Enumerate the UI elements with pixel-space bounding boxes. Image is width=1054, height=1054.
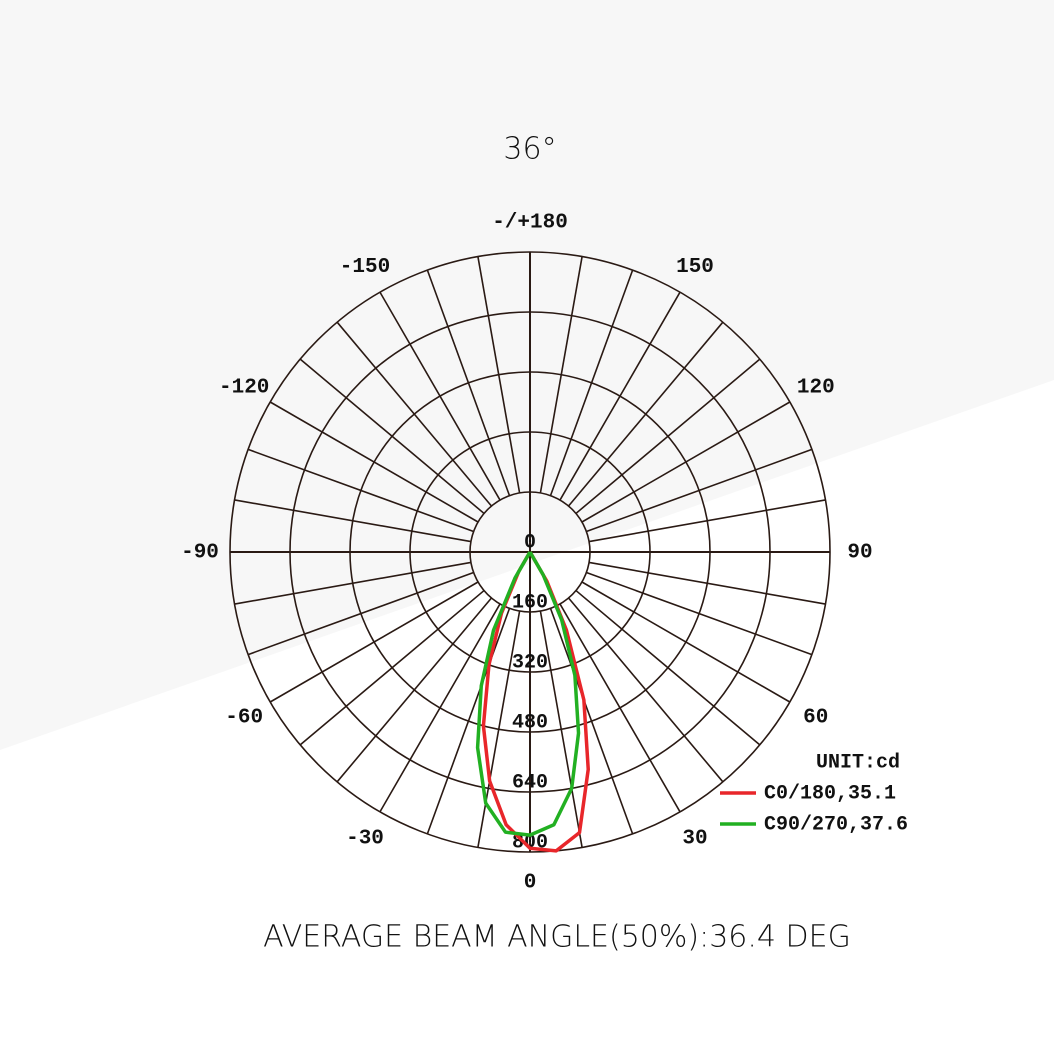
legend-label: C90/270,37.6 <box>764 813 908 836</box>
angle-tick-label: 30 <box>682 827 707 850</box>
angle-tick-label: -90 <box>181 542 219 565</box>
grid-ring <box>229 251 831 853</box>
grid-ring <box>289 311 771 793</box>
r-tick-label: 640 <box>512 771 548 794</box>
chart-title: 36° <box>503 132 556 167</box>
unit-label: UNIT:cd <box>816 751 900 774</box>
footer: AVERAGE BEAM ANGLE(50%):36.4 DEG <box>263 920 851 955</box>
legend-label: C0/180,35.1 <box>764 782 896 805</box>
grid-ring <box>349 371 711 733</box>
grid-ring <box>469 491 591 613</box>
r-tick-label: 160 <box>512 591 548 614</box>
background-panel <box>0 380 1054 1054</box>
angle-tick-label: 60 <box>803 707 828 730</box>
series-line <box>481 551 590 853</box>
r-tick-label: 480 <box>512 711 548 734</box>
angle-tick-label: -120 <box>219 377 269 400</box>
angle-tick-label: 0 <box>524 872 537 895</box>
angle-tick-label: 150 <box>676 256 714 279</box>
angle-tick-label: -30 <box>346 827 384 850</box>
grid-ring <box>409 431 651 673</box>
r-tick-label: 320 <box>512 651 548 674</box>
angle-tick-label: 90 <box>847 542 872 565</box>
r-tick-label: 0 <box>524 531 536 554</box>
angle-tick-label: -60 <box>225 707 263 730</box>
angle-tick-label: -150 <box>340 256 390 279</box>
angle-tick-label: -/+180 <box>492 212 568 235</box>
angle-tick-label: 120 <box>797 377 835 400</box>
series-line <box>475 551 581 837</box>
